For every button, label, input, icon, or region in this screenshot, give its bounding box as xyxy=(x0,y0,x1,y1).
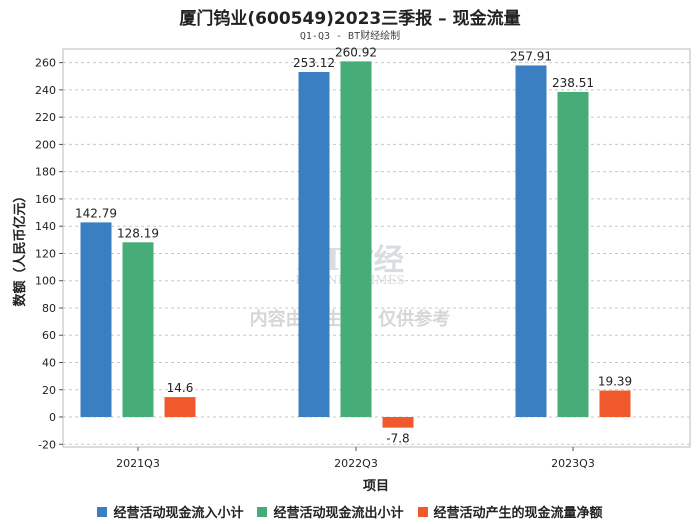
y-tick-label: 160 xyxy=(35,193,56,206)
bar-chart: -20020406080100120140160180200220240260 … xyxy=(12,45,691,494)
x-tick-label: 2023Q3 xyxy=(551,457,595,470)
chart-title: 厦门钨业(600549)2023三季报 – 现金流量 xyxy=(179,9,521,29)
y-axis-label: 数额（人民币亿元） xyxy=(12,189,28,306)
data-label: 14.6 xyxy=(167,381,194,395)
y-tick-label: 100 xyxy=(35,275,56,288)
y-tick-label: 180 xyxy=(35,166,56,179)
bar xyxy=(122,242,154,418)
legend-label: 经营活动现金流入小计 xyxy=(113,506,244,521)
y-tick-label: 80 xyxy=(42,302,56,315)
y-tick-label: 140 xyxy=(35,220,56,233)
data-label: 260.92 xyxy=(335,45,377,59)
y-tick-label: 20 xyxy=(42,384,56,397)
bar xyxy=(80,222,112,418)
bar xyxy=(164,397,196,418)
legend-swatch xyxy=(97,506,108,517)
legend-label: 经营活动产生的现金流量净额 xyxy=(433,506,603,521)
x-axis-ticks: 2021Q3 2022Q3 2023Q3 xyxy=(116,447,595,470)
y-tick-label: 200 xyxy=(35,138,56,151)
legend-label: 经营活动现金流出小计 xyxy=(273,506,404,521)
y-tick-label: 240 xyxy=(35,84,56,97)
y-axis-ticks: -20 0 20 40 60 80 100 120 140 160 180 200 220 240 260 xyxy=(35,57,63,451)
legend: 经营活动现金流入小计 经营活动现金流出小计 经营活动产生的现金流量净额 xyxy=(0,502,700,521)
y-tick-label: 120 xyxy=(35,247,56,260)
legend-item: 经营活动产生的现金流量净额 xyxy=(417,502,603,521)
data-label: 238.51 xyxy=(552,76,594,90)
data-label: 142.79 xyxy=(75,206,117,220)
bar xyxy=(515,65,547,418)
data-label: 128.19 xyxy=(117,226,159,240)
bar xyxy=(557,91,589,418)
y-tick-label: 60 xyxy=(42,329,56,342)
legend-swatch xyxy=(257,506,268,517)
legend-swatch xyxy=(417,506,428,517)
data-label: 257.91 xyxy=(510,49,552,63)
y-tick-label: 40 xyxy=(42,356,56,369)
x-tick-label: 2021Q3 xyxy=(116,457,160,470)
y-tick-label: -20 xyxy=(38,438,56,451)
x-axis-label: 项目 xyxy=(363,479,389,494)
y-tick-label: 220 xyxy=(35,111,56,124)
bar xyxy=(340,61,372,418)
legend-item: 经营活动现金流入小计 xyxy=(97,502,243,521)
y-tick-label: 0 xyxy=(49,411,56,424)
data-label: 253.12 xyxy=(293,56,335,70)
bar xyxy=(298,72,330,418)
legend-item: 经营活动现金流出小计 xyxy=(257,502,404,521)
bars xyxy=(80,61,631,428)
data-label: -7.8 xyxy=(386,432,409,446)
bar xyxy=(382,417,414,428)
x-tick-label: 2022Q3 xyxy=(334,457,378,470)
chart-subtitle: Q1-Q3 - BT财经绘制 xyxy=(299,31,401,42)
data-label: 19.39 xyxy=(598,375,632,389)
bar xyxy=(599,390,631,418)
y-tick-label: 260 xyxy=(35,57,56,70)
